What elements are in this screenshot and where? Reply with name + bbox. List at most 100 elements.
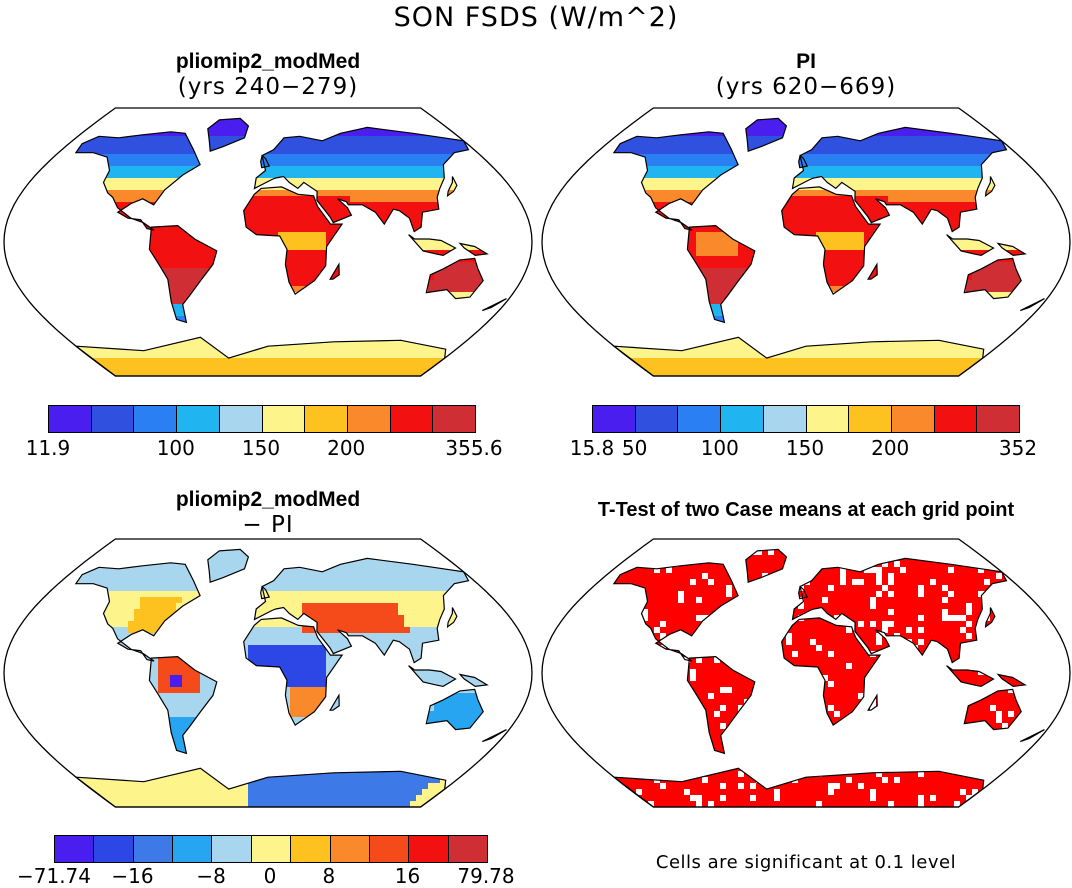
grid-cell (356, 334, 363, 341)
grid-cell (518, 358, 525, 365)
grid-cell (122, 370, 129, 376)
grid-cell (254, 364, 261, 371)
grid-cell (110, 118, 117, 119)
grid-cell (512, 118, 519, 125)
grid-cell (386, 220, 393, 227)
grid-cell (182, 148, 189, 155)
grid-cell (410, 346, 417, 353)
grid-cell (518, 262, 525, 269)
grid-cell (44, 340, 51, 347)
grid-cell (200, 256, 207, 263)
grid-cell (308, 118, 315, 125)
grid-cell (756, 130, 763, 137)
grid-cell (302, 328, 309, 335)
grid-cell (146, 178, 153, 185)
grid-cell (828, 124, 835, 131)
grid-cell (314, 256, 321, 263)
grid-cell (230, 274, 237, 281)
grid-cell (248, 130, 255, 137)
grid-cell (260, 292, 267, 299)
grid-cell (1050, 136, 1057, 143)
grid-cell (470, 172, 477, 179)
grid-cell (392, 322, 399, 329)
grid-cell (912, 118, 919, 125)
grid-cell (798, 142, 805, 149)
grid-cell (128, 310, 135, 317)
grid-cell (302, 142, 309, 149)
grid-cell (176, 274, 183, 281)
grid-cell (846, 124, 853, 131)
grid-cell (194, 328, 201, 335)
grid-cell (434, 328, 441, 335)
grid-cell (786, 160, 793, 167)
grid-cell (44, 280, 51, 287)
grid-cell (236, 106, 243, 113)
grid-cell (386, 244, 393, 251)
grid-cell (458, 106, 465, 113)
grid-cell (26, 376, 33, 383)
grid-cell (1044, 118, 1045, 119)
grid-cell (80, 118, 87, 125)
grid-cell (50, 310, 57, 317)
grid-cell (188, 118, 195, 119)
grid-cell (398, 154, 405, 161)
grid-cell (458, 250, 465, 257)
grid-cell (434, 136, 441, 143)
grid-cell (386, 376, 393, 383)
grid-cell (470, 304, 477, 311)
grid-cell (116, 274, 123, 281)
grid-cell (80, 262, 87, 269)
grid-cell (116, 310, 123, 317)
grid-cell (356, 298, 363, 305)
grid-cell (326, 334, 333, 341)
grid-cell (392, 304, 399, 311)
grid-cell (14, 370, 21, 377)
grid-cell (350, 352, 357, 359)
grid-cell (32, 190, 39, 197)
grid-cell (62, 196, 69, 203)
grid-cell (86, 160, 93, 167)
grid-cell (350, 358, 357, 365)
grid-cell (164, 310, 171, 317)
grid-cell (80, 148, 87, 155)
grid-cell (218, 136, 225, 143)
grid-cell (224, 166, 231, 173)
grid-cell (2, 238, 9, 245)
grid-cell (188, 280, 195, 287)
grid-cell (768, 130, 775, 137)
grid-cell (266, 220, 273, 227)
grid-cell (314, 214, 321, 221)
grid-cell (368, 352, 375, 359)
grid-cell (1056, 124, 1063, 131)
grid-cell (410, 304, 417, 311)
grid-cell (488, 190, 495, 197)
grid-cell (864, 130, 871, 137)
grid-cell (56, 118, 63, 125)
grid-cell (62, 118, 69, 125)
grid-cell (780, 106, 787, 113)
grid-cell (290, 202, 297, 209)
grid-cell (954, 124, 961, 131)
grid-cell (422, 154, 429, 161)
grid-cell (624, 106, 631, 113)
grid-cell (422, 244, 429, 251)
grid-cell (458, 154, 465, 161)
grid-cell (392, 136, 399, 143)
grid-cell (272, 106, 279, 113)
grid-cell (140, 310, 147, 317)
grid-cell (158, 322, 165, 329)
grid-cell (482, 190, 489, 197)
grid-cell (446, 166, 453, 173)
grid-cell (1068, 142, 1072, 149)
grid-cell (918, 130, 925, 137)
grid-cell (8, 220, 15, 227)
grid-cell (182, 202, 189, 209)
grid-cell (20, 316, 27, 323)
grid-cell (200, 292, 207, 299)
grid-cell (44, 304, 51, 311)
grid-cell (362, 292, 369, 299)
grid-cell (122, 244, 129, 251)
grid-cell (410, 274, 417, 281)
grid-cell (122, 202, 129, 209)
grid-cell (224, 154, 231, 161)
